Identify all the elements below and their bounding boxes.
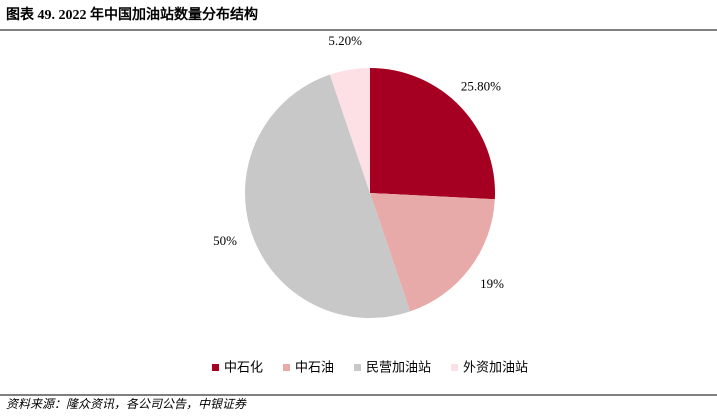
legend-swatch (212, 364, 219, 371)
legend-label: 外资加油站 (463, 361, 528, 376)
data-label: 50% (213, 233, 237, 248)
pie-slice (370, 193, 495, 312)
pie-slice (370, 68, 495, 200)
legend-swatch (451, 364, 459, 371)
source-note: 资料来源：隆众资讯，各公司公告，中银证券 (6, 397, 247, 411)
data-label: 19% (480, 276, 504, 291)
legend-label: 中石油 (295, 361, 334, 376)
data-label: 25.80% (461, 79, 501, 94)
legend: 中石化 中石油 民营加油站 外资加油站 (212, 361, 528, 376)
pie: 25.80% 19% 50% 5.20% (213, 33, 504, 319)
legend-swatch (283, 364, 291, 371)
chart-title: 图表 49. 2022 年中国加油站数量分布结构 (6, 6, 258, 23)
pie-slice (245, 74, 411, 319)
data-label: 5.20% (328, 33, 362, 48)
pie-slice (329, 68, 370, 193)
legend-label: 中石化 (224, 361, 263, 376)
legend-label: 民营加油站 (366, 361, 431, 376)
legend-swatch (354, 364, 362, 371)
